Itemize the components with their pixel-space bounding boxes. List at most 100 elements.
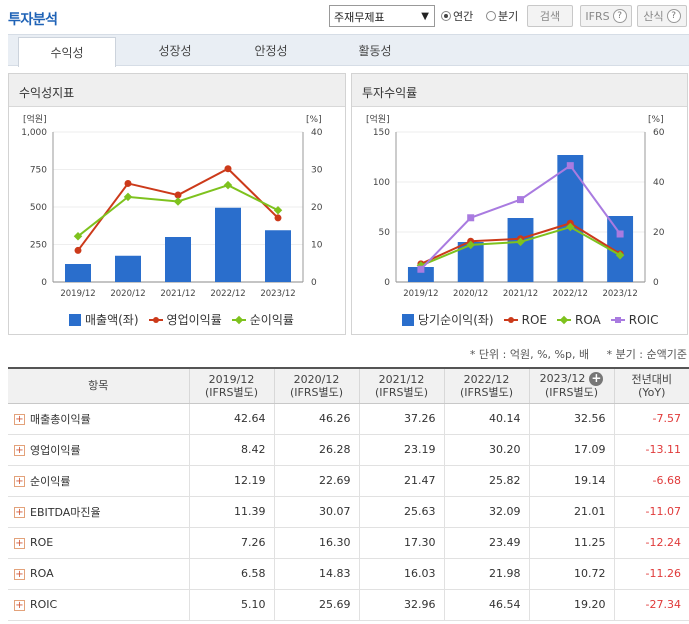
expand-row-icon[interactable]: + [14,507,25,518]
y2-tick-label: 10 [311,241,323,251]
legend-label: 매출액(좌) [85,313,139,327]
left-axis-unit: [억원] [366,113,390,125]
bar [65,264,91,282]
table-cell: 17.09 [528,434,614,466]
panel-title: 수익성지표 [9,74,345,107]
x-tick-label: 2022/12 [210,289,245,299]
table-cell: 46.54 [443,589,529,621]
y-tick-label: 50 [379,228,391,238]
row-label-cell[interactable]: + 순이익률 [8,465,189,497]
table-cell: 25.63 [358,496,444,528]
expand-row-icon[interactable]: + [14,414,25,425]
bar [507,218,534,282]
row-label-cell[interactable]: + ROA [8,558,189,590]
column-header: 2020/12 (IFRS별도) [273,367,359,404]
table-cell: 6.58 [188,558,274,590]
column-header-text: (IFRS별도) [544,386,599,400]
column-header-text: (IFRS별도) [289,385,344,399]
ifrs-label: IFRS [585,9,610,23]
expand-row-icon[interactable]: + [14,476,25,487]
legend-bar-swatch [402,313,414,326]
y2-tick-label: 0 [311,278,317,288]
formula-help-button[interactable]: 산식 ? [637,5,687,27]
statement-select[interactable]: 주재무제표 ▼ [329,5,435,27]
table-row: + 매출총이익률 42.64 46.26 37.26 40.14 32.56 -7.57 [8,403,689,435]
legend-label: ROIC [628,312,659,327]
table-row: + 순이익률 12.19 22.69 21.47 25.82 19.14 -6.68 [8,465,689,497]
ifrs-help-button[interactable]: IFRS ? [580,5,632,27]
legend-line-swatch [148,315,163,325]
row-label-cell[interactable]: + 매출총이익률 [8,403,189,435]
data-point [417,265,425,273]
y2-tick-label: 60 [653,128,665,138]
expand-row-icon[interactable]: + [14,568,25,580]
data-point [616,230,624,238]
table-cell: 5.10 [188,589,274,621]
row-label-cell[interactable]: + ROE [8,527,189,559]
legend-item: 순이익률 [231,311,294,328]
bar [115,255,141,282]
bar [265,230,291,282]
y-tick-label: 250 [30,241,47,251]
row-label-cell[interactable]: + ROIC [8,589,189,621]
page-title: 투자분석 [8,12,58,28]
table-cell: 19.14 [528,465,614,497]
expand-row-icon[interactable]: + [14,537,25,549]
yoy-cell: -13.11 [613,434,689,466]
table-cell: 7.26 [188,527,274,559]
column-header-text: 2019/12 [208,372,255,386]
yoy-cell: -6.68 [613,465,689,497]
column-header: 2023/12 + (IFRS별도) [528,367,614,404]
legend-item: ROE [503,313,547,327]
x-tick-label: 2023/12 [260,289,295,299]
table-cell: 23.49 [443,527,529,559]
table-cell: 16.30 [273,527,359,559]
table-cell: 10.72 [528,558,614,590]
row-label-cell[interactable]: + EBITDA마진율 [8,496,189,528]
table-cell: 30.07 [273,496,359,528]
table-cell: 25.82 [443,465,529,497]
table-cell: 46.26 [273,403,359,435]
right-axis-unit: [%] [648,115,664,125]
table-cell: 32.09 [443,496,529,528]
data-point [615,250,625,260]
column-header-text: 2020/12 [293,372,340,386]
tab-growth[interactable]: 성장성 [158,43,192,58]
table-cell: 42.64 [188,403,274,435]
header: 투자분석 주재무제표 ▼ 연간 분기 검색 IFRS ? 산식 ? [0,0,689,34]
column-header-text: 전년대비 [631,372,672,386]
profitability-chart-panel: 수익성지표 [억원] [%] 0 250 500 750 1,000 0 10 20 30 40 201… [8,73,346,335]
radio-unchecked-icon [486,11,496,21]
tab-activity[interactable]: 활동성 [358,43,392,58]
y2-tick-label: 0 [653,278,659,288]
y2-tick-label: 20 [311,203,323,213]
x-tick-label: 2020/12 [110,289,145,299]
tab-profitability[interactable]: 수익성 [18,37,116,67]
tab-stability[interactable]: 안정성 [254,43,288,58]
legend-item: ROA [556,313,601,327]
table-row: + ROIC 5.10 25.69 32.96 46.54 19.20 -27.34 [8,589,689,621]
search-button[interactable]: 검색 [527,5,573,27]
radio-annual[interactable]: 연간 [441,8,473,24]
left-axis-unit: [억원] [23,113,47,125]
radio-quarter[interactable]: 분기 [486,8,518,24]
bar [557,155,584,282]
expand-row-icon[interactable]: + [14,445,25,456]
table-cell: 40.14 [443,403,529,435]
bar [407,267,434,282]
expand-columns-icon[interactable]: + [589,371,604,387]
data-point [224,165,232,173]
row-label-cell[interactable]: + 영업이익률 [8,434,189,466]
panel-title: 투자수익률 [352,74,687,107]
row-label: ROE [30,536,54,549]
x-tick-label: 2021/12 [503,289,538,299]
legend-item: 당기순이익(좌) [402,311,494,328]
data-point [467,214,475,222]
table-row: + 영업이익률 8.42 26.28 23.19 30.20 17.09 -13.11 [8,434,689,466]
x-tick-label: 2021/12 [160,289,195,299]
legend-item: ROIC [610,312,659,327]
row-label: ROA [30,567,54,580]
expand-row-icon[interactable]: + [14,599,25,611]
table-cell: 25.69 [273,589,359,621]
radio-quarter-label: 분기 [498,10,519,23]
